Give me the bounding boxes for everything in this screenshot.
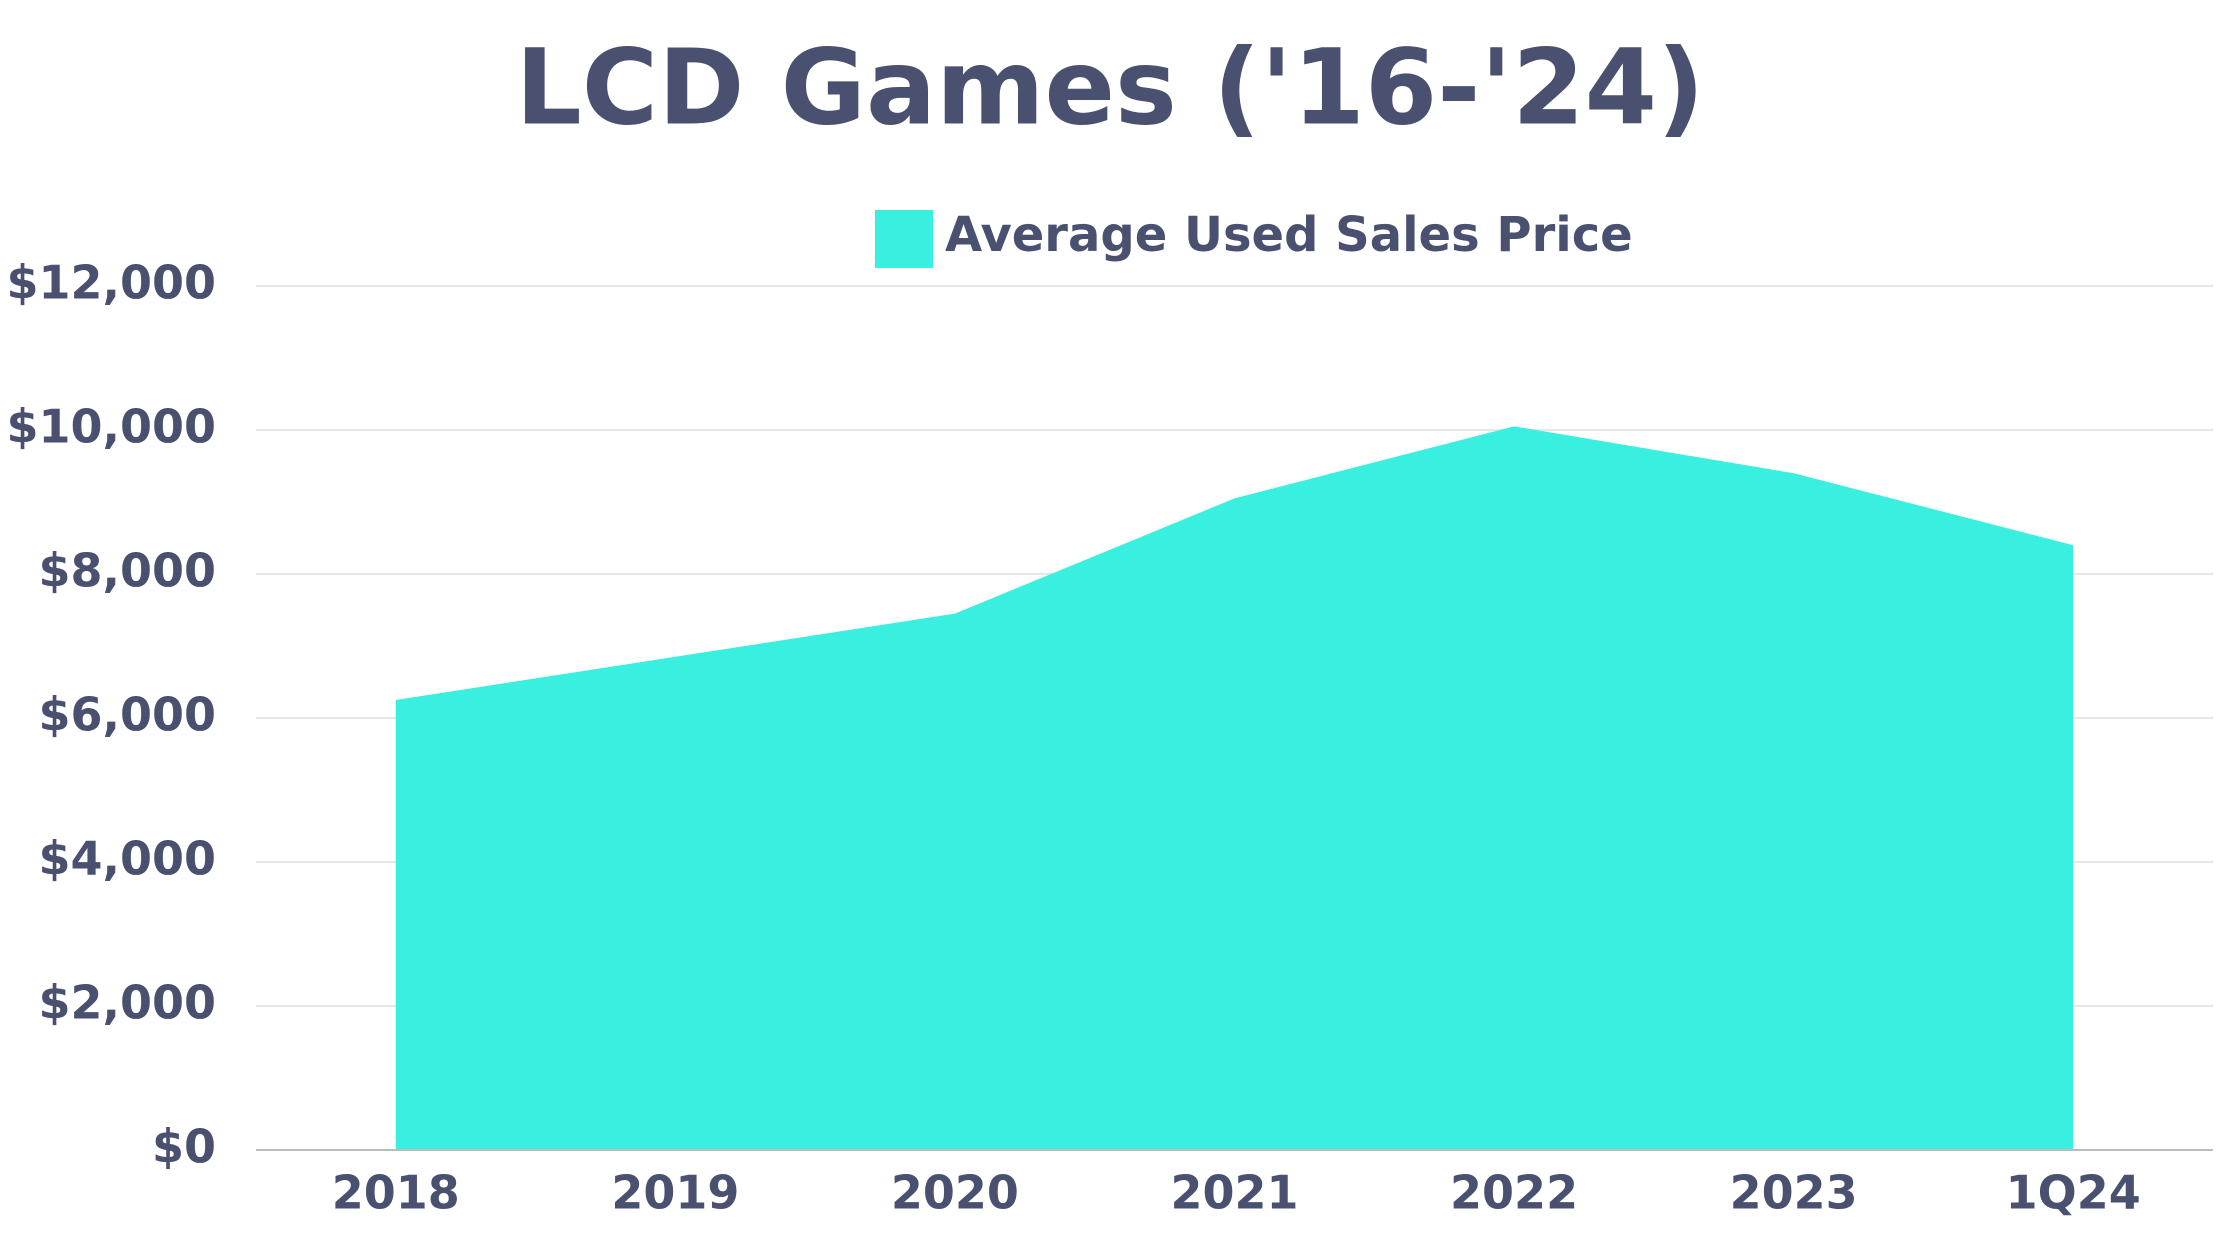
x-tick-label: 1Q24: [2006, 1166, 2141, 1220]
y-tick-label: $12,000: [6, 256, 216, 310]
x-tick-label: 2020: [891, 1166, 1019, 1220]
y-tick-label: $4,000: [38, 832, 216, 886]
x-tick-label: 2021: [1170, 1166, 1298, 1220]
y-tick-label: $8,000: [38, 544, 216, 598]
x-tick-label: 2022: [1450, 1166, 1578, 1220]
area: [395, 426, 2074, 1150]
x-tick-label: 2018: [332, 1166, 460, 1220]
x-tick-label: 2023: [1730, 1166, 1858, 1220]
chart-title: LCD Games ('16-'24): [515, 26, 1704, 148]
legend-swatch: [875, 210, 933, 268]
y-tick-label: $0: [152, 1120, 216, 1174]
legend-label: Average Used Sales Price: [945, 207, 1633, 263]
y-tick-label: $2,000: [38, 976, 216, 1030]
y-tick-label: $6,000: [38, 688, 216, 742]
y-tick-label: $10,000: [6, 400, 216, 454]
x-tick-label: 2019: [611, 1166, 739, 1220]
